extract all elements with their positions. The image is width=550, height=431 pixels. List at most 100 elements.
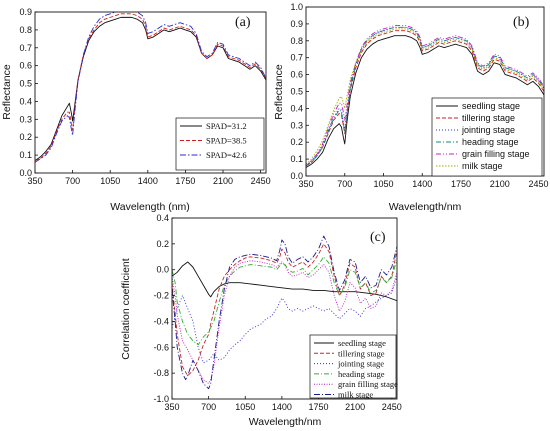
- panel-b-series-line: [306, 26, 544, 167]
- panel-a-xlabel: Wavelength (nm): [110, 201, 190, 213]
- panel-a-ytick-label: 0.5: [19, 79, 32, 89]
- panel-b-ytick-label: 0.4: [290, 103, 303, 113]
- panel-b-xtick-label: 2450: [528, 179, 548, 189]
- panel-a-ytick: 0.6: [19, 61, 38, 71]
- panel-a-ytick: 0.4: [19, 96, 38, 106]
- panel-c-chart: (c) Wavelength/nm Correlation coefficien…: [120, 213, 402, 428]
- panel-b-ytick-label: 0.9: [290, 19, 303, 29]
- panel-a-ytick: 0.7: [19, 43, 38, 53]
- panel-a-xtick-label: 2450: [251, 176, 271, 186]
- panel-a-ytick: 0.0: [19, 168, 38, 178]
- panel-c-xtick: 1400: [272, 396, 292, 412]
- panel-b-xlabel: Wavelength/nm: [389, 201, 462, 213]
- panel-a-ytick: 0.8: [19, 25, 38, 35]
- panel-c-xtick-label: 2450: [382, 402, 402, 412]
- panel-b-series-line: [306, 35, 544, 168]
- panel-a-ytick: 0.9: [19, 7, 38, 17]
- panel-c-ytick: -0.6: [153, 342, 175, 352]
- legend-label: milk stage: [338, 390, 373, 400]
- panel-b-xtick-label: 1400: [412, 179, 432, 189]
- panel-a-xtick-label: 1750: [175, 176, 195, 186]
- panel-c-series-line: [172, 276, 397, 364]
- panel-a-ytick-label: 0.9: [19, 7, 32, 17]
- legend-label: jointing stage: [337, 359, 384, 369]
- legend-label: milk stage: [462, 161, 503, 171]
- panel-b-xtick: 1400: [412, 173, 432, 189]
- legend-label: grain filling stage: [462, 149, 530, 159]
- panel-b-xtick-label: 2100: [490, 179, 510, 189]
- panel-c-ylabel: Correlation coefficient: [120, 258, 132, 359]
- panel-b-tag: (b): [513, 15, 530, 30]
- panel-b-ytick-label: 1.0: [290, 2, 303, 12]
- panel-c-ytick-label: -0.8: [153, 368, 169, 378]
- panel-a-series-line: [35, 12, 266, 163]
- panel-b-ytick: 0.3: [290, 120, 309, 130]
- panel-c-series-line: [172, 260, 397, 384]
- panel-c-xtick-label: 1400: [272, 402, 292, 412]
- panel-b-ytick-label: 0.5: [290, 87, 303, 97]
- panel-b-ytick: 0.1: [290, 154, 309, 164]
- legend-label: heading stage: [338, 369, 385, 379]
- legend-label: tillering stage: [462, 113, 515, 123]
- panel-c-ytick-label: 0.2: [156, 239, 169, 249]
- panel-a-xtick: 1750: [175, 170, 195, 186]
- panel-b-ytick: 0.7: [290, 53, 309, 63]
- panel-a-ytick: 0.3: [19, 114, 38, 124]
- panel-a-ytick-label: 0.2: [19, 132, 32, 142]
- panel-a-xtick: 2100: [213, 170, 233, 186]
- panel-a-ytick-label: 0.7: [19, 43, 32, 53]
- panel-a-series-line: [35, 13, 266, 161]
- panel-a-xtick: 1400: [138, 170, 158, 186]
- panel-b-chart: (b) Wavelength/nm Reflectance 350 700 1050…: [273, 2, 548, 213]
- panel-a-xtick: 700: [65, 170, 80, 186]
- panel-a-ytick-label: 0.1: [19, 150, 32, 160]
- panel-c-xtick: 350: [164, 396, 180, 412]
- legend-label: SPAD=38.5: [206, 136, 247, 146]
- panel-c-xtick: 1750: [308, 396, 329, 412]
- legend-label: seedling stage: [338, 338, 386, 348]
- panel-a-series-line: [35, 16, 266, 161]
- panel-b-xtick-label: 1750: [451, 179, 471, 189]
- panel-c-ytick: -0.2: [153, 291, 175, 301]
- panel-b-series-line: [306, 30, 544, 167]
- panel-c-tag: (c): [370, 230, 386, 245]
- legend-label: tillering stage: [338, 348, 385, 358]
- panel-a-ytick-label: 0.0: [19, 168, 32, 178]
- panel-c-xtick-label: 1050: [235, 402, 255, 412]
- legend-label: grain filling stage: [338, 379, 398, 389]
- panel-b-ytick-label: 0.0: [290, 171, 303, 181]
- panel-b-ytick: 0.8: [290, 36, 309, 46]
- panel-b-ytick-label: 0.3: [290, 120, 303, 130]
- panel-c-xtick: 700: [201, 396, 216, 412]
- panel-a-ytick-label: 0.4: [19, 96, 32, 106]
- panel-a-xtick: 350: [27, 170, 43, 186]
- panel-a-ylabel: Reflectance: [1, 64, 13, 120]
- panel-a-xtick-label: 2100: [213, 176, 233, 186]
- panel-c-axes-frame: [171, 217, 398, 400]
- panel-b-ytick: 0.2: [290, 137, 309, 147]
- panel-c-ytick: 0.4: [156, 213, 175, 223]
- panel-a-xtick: 2450: [251, 170, 271, 186]
- panel-b-ytick-label: 0.7: [290, 53, 303, 63]
- panel-c-ytick-label: 0.4: [156, 213, 169, 223]
- panel-c-ytick-label: -0.2: [153, 291, 169, 301]
- legend-label: SPAD=31.2: [206, 121, 247, 131]
- panel-c-xtick: 1050: [235, 396, 255, 412]
- panel-a-chart: (a) Wavelength (nm) Reflectance 350 700 10…: [1, 7, 271, 213]
- panel-b-xtick-label: 350: [298, 179, 313, 189]
- panel-a-ytick-label: 0.3: [19, 114, 32, 124]
- panel-c-ytick-label: -1.0: [153, 394, 169, 404]
- panel-c-xtick: 2450: [382, 396, 402, 412]
- panel-b-ytick: 0.5: [290, 87, 309, 97]
- panel-c-ytick-label: -0.4: [153, 316, 169, 326]
- panel-c-ytick-label: 0.0: [156, 265, 169, 275]
- panel-c-ytick: 0.2: [156, 239, 175, 249]
- panel-a-xtick-label: 1400: [138, 176, 158, 186]
- panel-a-xtick-label: 350: [27, 176, 42, 186]
- panel-b-series-line: [306, 25, 544, 167]
- panel-a-xtick: 1050: [100, 170, 120, 186]
- panel-a-xtick-label: 1050: [100, 176, 120, 186]
- panel-a-ytick: 0.2: [19, 132, 38, 142]
